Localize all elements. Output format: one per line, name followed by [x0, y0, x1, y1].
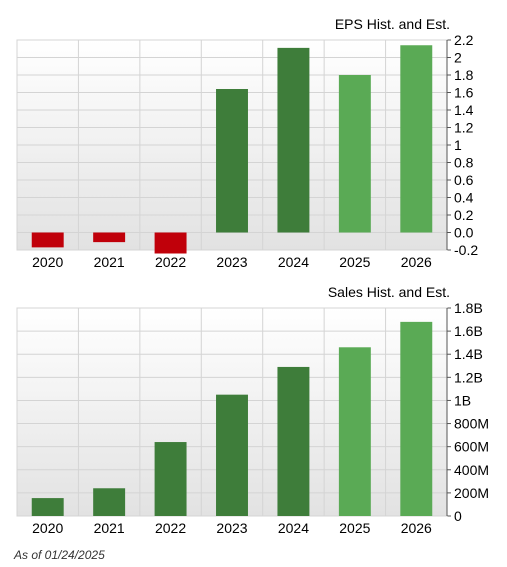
eps-chart-svg: 2.2 21.8 1.61.4 1.21 0.80.6 0.40.2 0.0-0.2 2020… [16, 32, 478, 270]
y-tick-label: 0.6 [454, 172, 474, 188]
bar-2022 [154, 442, 187, 516]
y-tick-label: 1B [454, 392, 471, 408]
y-tick-label: 2.2 [454, 32, 474, 48]
bar-2025 [338, 75, 371, 233]
y-tick-label: 400M [454, 462, 489, 478]
x-tick-label: 2020 [32, 520, 63, 536]
y-tick-label: 1.2 [454, 120, 474, 136]
eps-chart: EPS Hist. and Est. 2.2 2 1.8 1.6 1.4 1.2 1 0.8 0… [0, 0, 507, 275]
bar-2024 [277, 47, 310, 233]
y-tick-label: 0.0 [454, 225, 474, 241]
y-tick-label: 600M [454, 439, 489, 455]
x-tick-label: 2026 [401, 520, 432, 536]
y-tick-label: 1.8 [454, 67, 474, 83]
sales-chart-title: Sales Hist. and Est. [327, 284, 450, 300]
bar-2025 [338, 347, 371, 516]
y-tick-label: 0.8 [454, 155, 474, 171]
y-tick-label: 1.4B [454, 346, 483, 362]
x-tick-label: 2022 [155, 254, 186, 270]
y-tick-label: 1 [454, 137, 462, 153]
bar-2020 [31, 232, 64, 248]
x-tick-label: 2025 [339, 254, 370, 270]
x-tick-label: 2023 [216, 254, 247, 270]
y-tick-label: 1.2B [454, 369, 483, 385]
x-tick-label: 2024 [278, 254, 309, 270]
bar-2024 [277, 366, 310, 516]
y-tick-label: 1.6B [454, 323, 483, 339]
bar-2021 [93, 232, 126, 243]
y-tick-label: 1.6 [454, 85, 474, 101]
bar-2026 [400, 321, 433, 516]
y-tick-label: 0 [454, 508, 462, 524]
y-tick-label: 800M [454, 416, 489, 432]
sales-chart: Sales Hist. and Est. 1.8B 1.6B 1.4B 1.2B 1B 8… [0, 278, 507, 540]
x-tick-label: 2021 [94, 254, 125, 270]
x-tick-label: 2023 [216, 520, 247, 536]
x-tick-label: 2025 [339, 520, 370, 536]
bar-2022 [154, 232, 187, 254]
y-tick-label: 1.8B [454, 300, 483, 316]
y-tick-label: 0.4 [454, 190, 474, 206]
bar-2026 [400, 45, 433, 233]
x-tick-label: 2026 [401, 254, 432, 270]
x-tick-label: 2020 [32, 254, 63, 270]
x-tick-label: 2021 [94, 520, 125, 536]
x-tick-label: 2024 [278, 520, 309, 536]
y-tick-label: 1.4 [454, 102, 474, 118]
y-tick-label: 0.2 [454, 207, 474, 223]
as-of-footnote: As of 01/24/2025 [14, 548, 105, 562]
bar-2023 [216, 89, 248, 233]
y-tick-label: 2 [454, 50, 462, 66]
eps-chart-title: EPS Hist. and Est. [334, 16, 450, 32]
bar-2020 [31, 498, 64, 516]
y-tick-label: -0.2 [454, 242, 478, 258]
y-tick-label: 200M [454, 485, 489, 501]
sales-chart-svg: 1.8B 1.6B 1.4B 1.2B 1B 800M 600M 400M 200M 0 2020 2… [16, 300, 489, 536]
bar-2021 [93, 488, 126, 516]
x-tick-label: 2022 [155, 520, 186, 536]
bar-2023 [216, 394, 248, 516]
